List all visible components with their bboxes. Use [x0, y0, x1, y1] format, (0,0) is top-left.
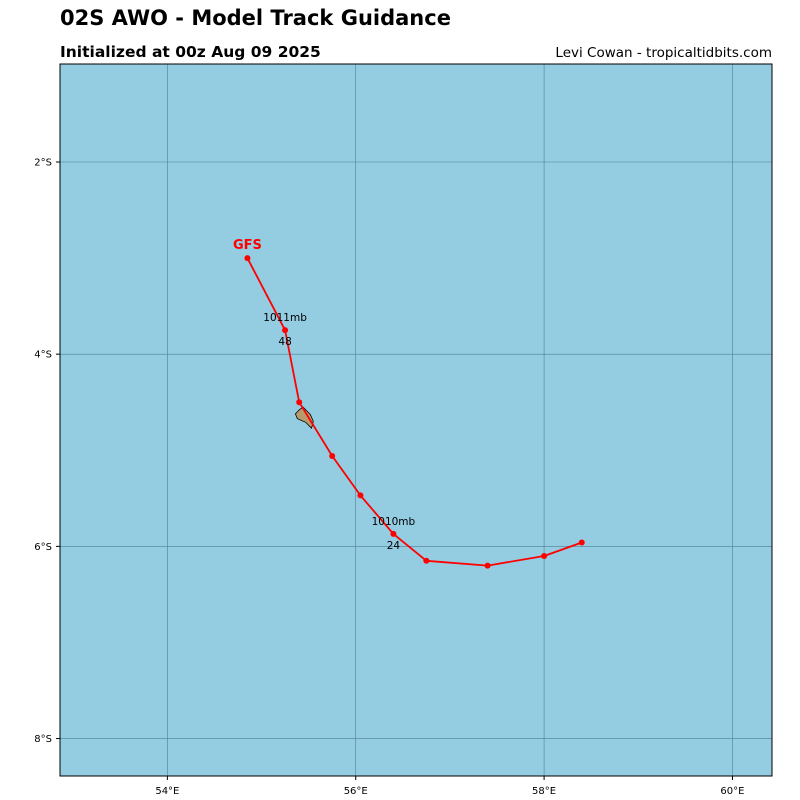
lon-tick-label: 58°E — [532, 786, 556, 797]
lat-tick-label: 6°S — [34, 542, 52, 553]
chart-title: 02S AWO - Model Track Guidance — [60, 6, 451, 30]
track-point — [296, 399, 303, 406]
pressure-annotation: 1011mb — [263, 312, 307, 324]
credit-text: Levi Cowan - tropicaltidbits.com — [555, 45, 772, 61]
lat-tick-label: 4°S — [34, 350, 52, 361]
lon-tick-label: 54°E — [155, 786, 179, 797]
lon-tick-label: 60°E — [720, 786, 744, 797]
track-point — [357, 492, 364, 499]
track-point — [282, 327, 289, 334]
track-point — [541, 552, 548, 559]
lon-tick-label: 56°E — [344, 786, 368, 797]
model-label: GFS — [233, 238, 262, 253]
track-point — [484, 562, 491, 569]
ocean-background — [60, 64, 772, 776]
forecast-hour-annotation: 24 — [387, 540, 401, 552]
map-frame — [59, 63, 773, 777]
init-time-subtitle: Initialized at 00z Aug 09 2025 — [60, 43, 321, 61]
pressure-annotation: 1010mb — [372, 516, 416, 528]
track-point — [390, 530, 397, 537]
lat-tick-label: 2°S — [34, 158, 52, 169]
track-point — [578, 539, 585, 546]
forecast-hour-annotation: 48 — [278, 336, 291, 348]
island-landmass — [294, 406, 314, 429]
track-point — [423, 557, 430, 564]
track-line — [246, 257, 583, 567]
track-point — [329, 453, 336, 460]
lat-tick-label: 8°S — [34, 734, 52, 745]
track-point — [244, 255, 251, 262]
